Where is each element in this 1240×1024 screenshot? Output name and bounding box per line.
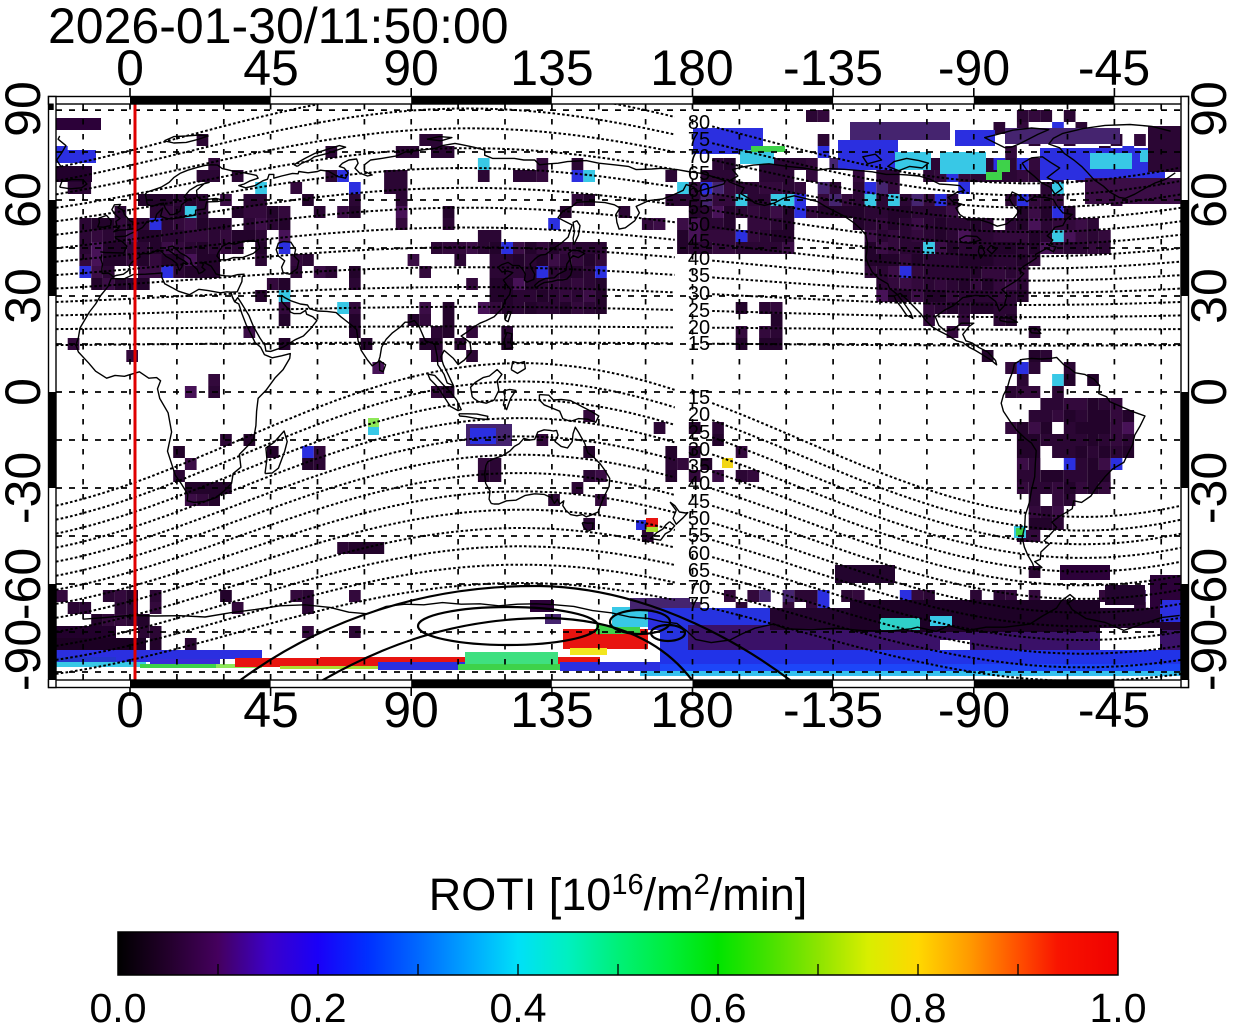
svg-text:135: 135: [510, 40, 593, 96]
svg-text:25: 25: [688, 422, 710, 444]
svg-text:-90: -90: [938, 682, 1010, 738]
svg-text:50: 50: [688, 214, 710, 236]
svg-text:15: 15: [688, 387, 710, 409]
svg-text:75: 75: [688, 594, 710, 616]
svg-text:55: 55: [688, 525, 710, 547]
svg-text:45: 45: [243, 682, 299, 738]
svg-text:0.8: 0.8: [890, 985, 947, 1024]
svg-text:30: 30: [0, 268, 51, 324]
svg-text:-45: -45: [1078, 682, 1150, 738]
svg-text:60: 60: [688, 543, 710, 565]
svg-text:25: 25: [688, 300, 710, 322]
svg-text:15: 15: [688, 333, 710, 355]
svg-text:0: 0: [116, 40, 144, 96]
svg-text:-60: -60: [0, 548, 51, 620]
svg-text:50: 50: [688, 508, 710, 530]
svg-text:35: 35: [688, 456, 710, 478]
svg-text:-60: -60: [1181, 548, 1237, 620]
svg-text:-30: -30: [0, 452, 51, 524]
svg-text:30: 30: [1181, 268, 1237, 324]
svg-text:-90: -90: [1181, 619, 1237, 691]
svg-text:40: 40: [688, 248, 710, 270]
svg-text:2026-01-30/11:50:00: 2026-01-30/11:50:00: [48, 0, 509, 54]
svg-text:180: 180: [650, 682, 733, 738]
svg-text:30: 30: [688, 439, 710, 461]
svg-text:70: 70: [688, 146, 710, 168]
svg-text:20: 20: [688, 317, 710, 339]
svg-text:65: 65: [688, 560, 710, 582]
svg-text:0.2: 0.2: [290, 985, 347, 1024]
svg-text:90: 90: [0, 81, 51, 137]
svg-text:-135: -135: [783, 682, 883, 738]
svg-text:90: 90: [383, 40, 439, 96]
svg-text:-90: -90: [938, 40, 1010, 96]
svg-text:35: 35: [688, 265, 710, 287]
svg-text:65: 65: [688, 163, 710, 185]
svg-text:0.0: 0.0: [90, 985, 147, 1024]
svg-text:0: 0: [0, 378, 51, 406]
svg-text:-90: -90: [0, 619, 51, 691]
svg-text:45: 45: [243, 40, 299, 96]
svg-text:40: 40: [688, 473, 710, 495]
svg-text:80: 80: [688, 112, 710, 134]
svg-text:0.6: 0.6: [690, 985, 747, 1024]
svg-text:55: 55: [688, 197, 710, 219]
svg-text:45: 45: [688, 231, 710, 253]
svg-text:60: 60: [688, 180, 710, 202]
svg-text:-135: -135: [783, 40, 883, 96]
svg-text:0: 0: [116, 682, 144, 738]
svg-text:135: 135: [510, 682, 593, 738]
svg-text:0: 0: [1181, 378, 1237, 406]
svg-text:90: 90: [1181, 81, 1237, 137]
svg-text:70: 70: [688, 577, 710, 599]
svg-text:90: 90: [383, 682, 439, 738]
svg-text:180: 180: [650, 40, 733, 96]
svg-text:-45: -45: [1078, 40, 1150, 96]
svg-text:0.4: 0.4: [490, 985, 547, 1024]
svg-text:75: 75: [688, 129, 710, 151]
svg-text:1.0: 1.0: [1090, 985, 1147, 1024]
svg-text:20: 20: [688, 404, 710, 426]
svg-text:-30: -30: [1181, 452, 1237, 524]
svg-text:60: 60: [1181, 172, 1237, 228]
svg-text:30: 30: [688, 283, 710, 305]
svg-text:45: 45: [688, 491, 710, 513]
svg-text:60: 60: [0, 172, 51, 228]
